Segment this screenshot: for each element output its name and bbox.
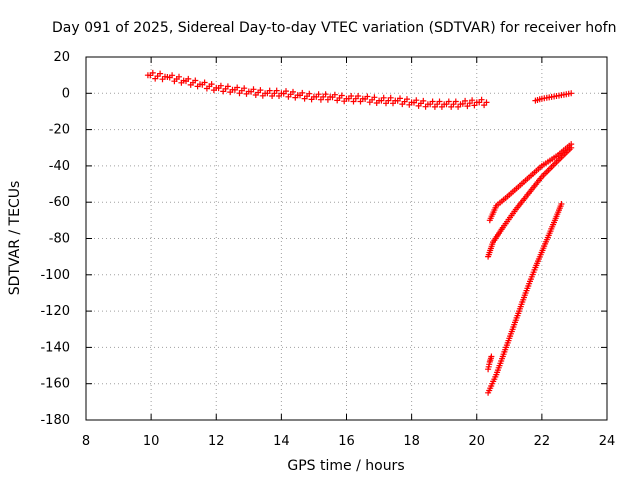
x-tick-label: 14	[273, 434, 290, 449]
data-point-main-band	[306, 90, 313, 97]
data-point-main-band	[445, 98, 452, 105]
x-tick-label: 18	[403, 434, 420, 449]
data-point-main-band	[364, 93, 371, 100]
data-point-main-band	[208, 81, 215, 88]
x-tick-label: 20	[468, 434, 485, 449]
data-point-main-band	[299, 89, 306, 96]
data-point-main-band	[331, 91, 338, 98]
y-tick-label: -120	[40, 304, 70, 319]
data-point-main-band	[185, 75, 192, 82]
data-point-main-band	[224, 83, 231, 90]
data-point-main-band	[420, 97, 427, 104]
data-point-main-band	[234, 84, 241, 91]
x-tick-label: 12	[208, 434, 225, 449]
y-tick-label: -100	[40, 268, 70, 283]
y-tick-label: -20	[49, 123, 70, 138]
data-point-middle-track	[568, 144, 575, 151]
data-point-main-band	[217, 82, 224, 89]
y-tick-label: -160	[40, 377, 70, 392]
data-point-main-band	[469, 97, 476, 104]
data-point-main-band	[250, 86, 257, 93]
data-point-main-band	[266, 87, 273, 94]
data-point-main-band	[355, 93, 362, 99]
y-tick-label: -80	[49, 232, 70, 247]
data-point-main-band	[462, 97, 469, 104]
data-point-main-band	[257, 87, 264, 94]
grid-layer	[86, 57, 607, 420]
x-tick-label: 24	[599, 434, 616, 449]
y-tick-label: 20	[53, 50, 70, 65]
data-point-main-band	[157, 70, 164, 77]
data-point-lower-cluster	[488, 353, 495, 360]
x-axis-label: GPS time / hours	[287, 458, 404, 474]
data-point-main-band	[387, 94, 394, 101]
tick-layer: 8 10 12 14 16 18 20 22 24 20 0 -20 -40 -60 -80 -100 -120…	[40, 50, 615, 449]
data-point-main-band	[404, 96, 410, 103]
data-point-main-band	[413, 97, 420, 104]
data-point-main-band	[192, 77, 199, 84]
data-point-main-band	[283, 88, 289, 95]
data-point-main-band	[241, 85, 248, 92]
data-point-main-band	[315, 91, 322, 98]
y-tick-label: 0	[62, 86, 70, 101]
y-axis-label: SDTVAR / TECUs	[7, 181, 23, 296]
x-tick-label: 8	[82, 434, 90, 449]
data-point-lower-track	[558, 201, 565, 207]
data-point-main-band	[176, 73, 182, 80]
x-tick-label: 22	[534, 434, 551, 449]
data-point-main-band	[290, 88, 296, 95]
data-point-main-band	[169, 72, 176, 79]
data-point-main-band	[322, 91, 329, 98]
x-tick-label: 10	[143, 434, 160, 449]
data-point-main-band	[273, 87, 280, 94]
data-point-main-band	[338, 92, 345, 99]
data-point-main-band	[371, 94, 378, 101]
y-tick-label: -140	[40, 340, 70, 355]
y-tick-label: -180	[40, 413, 70, 428]
y-tick-label: -40	[49, 159, 70, 174]
x-tick-label: 16	[338, 434, 355, 449]
data-point-main-band	[149, 69, 156, 76]
data-point-main-band	[436, 98, 443, 105]
data-point-main-band	[201, 79, 208, 86]
data-point-main-band	[478, 96, 485, 103]
data-point-main-band	[429, 98, 436, 105]
y-tick-label: -60	[49, 195, 70, 210]
data-point-main-band	[452, 98, 459, 105]
chart-title: Day 091 of 2025, Sidereal Day-to-day VTE…	[52, 20, 616, 36]
data-point-main-band	[380, 94, 387, 101]
data-point-late-segment	[568, 90, 575, 97]
data-layer	[144, 69, 575, 396]
data-point-main-band	[397, 95, 403, 102]
data-point-main-band	[483, 99, 490, 106]
data-point-main-band	[348, 93, 355, 99]
